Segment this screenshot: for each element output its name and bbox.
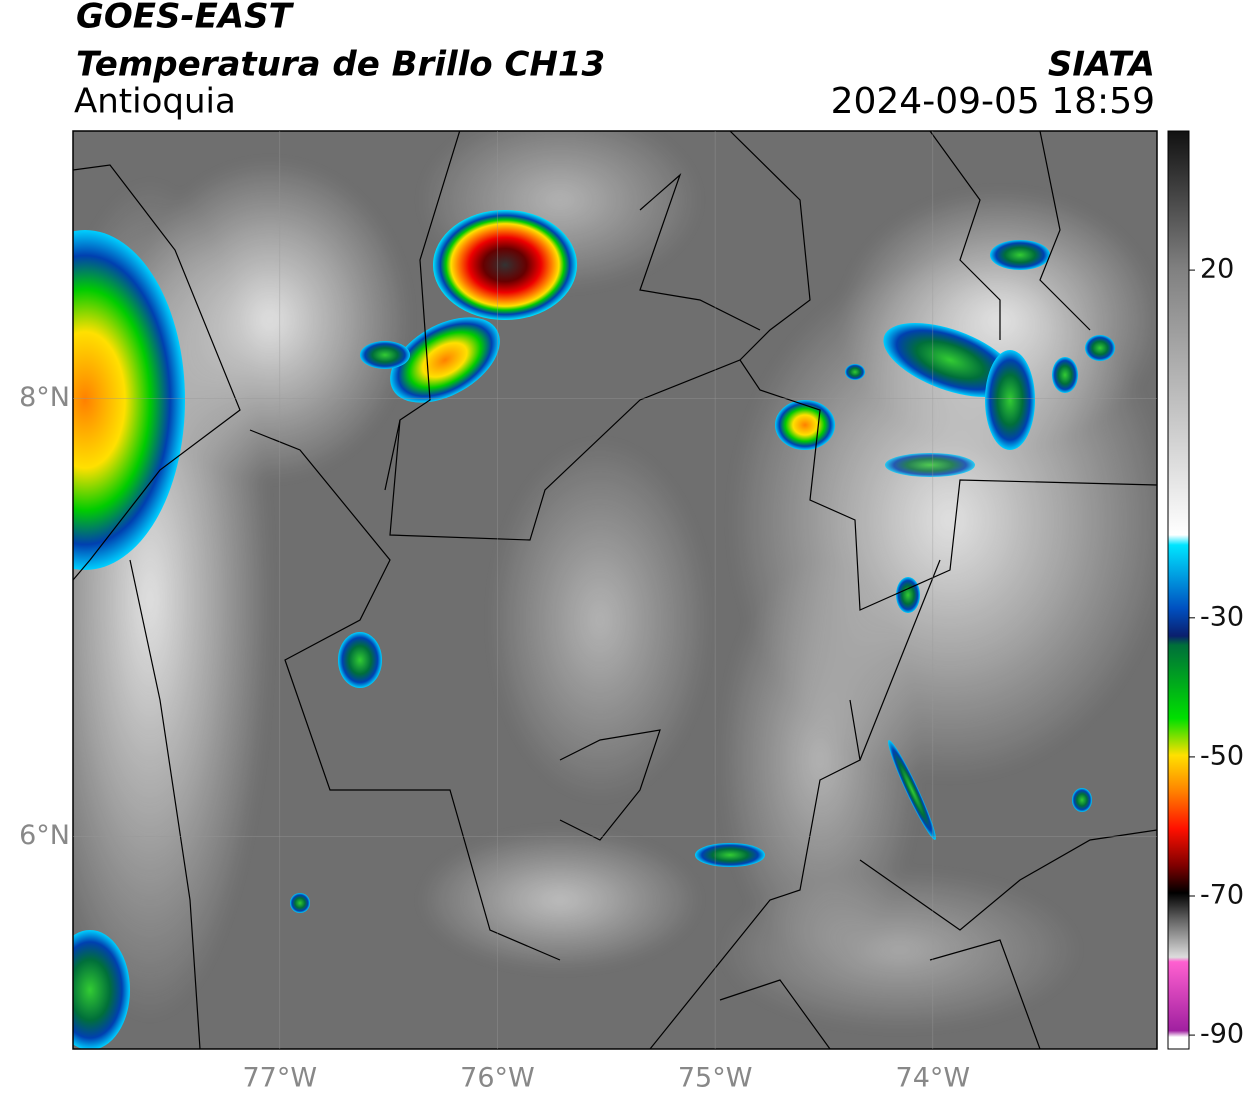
colorbar-tick-label: -90 [1200, 1019, 1244, 1050]
satellite-image [73, 131, 1157, 1049]
lon-tick-label: 75°W [678, 1063, 753, 1094]
subtitle: Temperatura de Brillo CH13 [76, 45, 605, 85]
colorbar-tick-label: 20 [1200, 254, 1234, 285]
lat-tick-label: 6°N [19, 820, 70, 851]
colorbar-tick-label: -50 [1200, 740, 1244, 771]
colorbar-tick-label: -30 [1200, 601, 1244, 632]
lat-tick-label: 8°N [19, 382, 70, 413]
lon-tick-label: 77°W [243, 1063, 318, 1094]
region: Antioquia [74, 82, 236, 122]
colorbar-tick-label: -70 [1200, 880, 1244, 911]
title: GOES-EAST [76, 0, 295, 37]
lon-tick-label: 74°W [896, 1063, 971, 1094]
map-frame [72, 130, 1158, 1050]
colorbar [1167, 130, 1190, 1050]
source: SIATA [1048, 45, 1155, 85]
timestamp: 2024-09-05 18:59 [831, 81, 1155, 122]
lon-tick-label: 76°W [460, 1063, 535, 1094]
